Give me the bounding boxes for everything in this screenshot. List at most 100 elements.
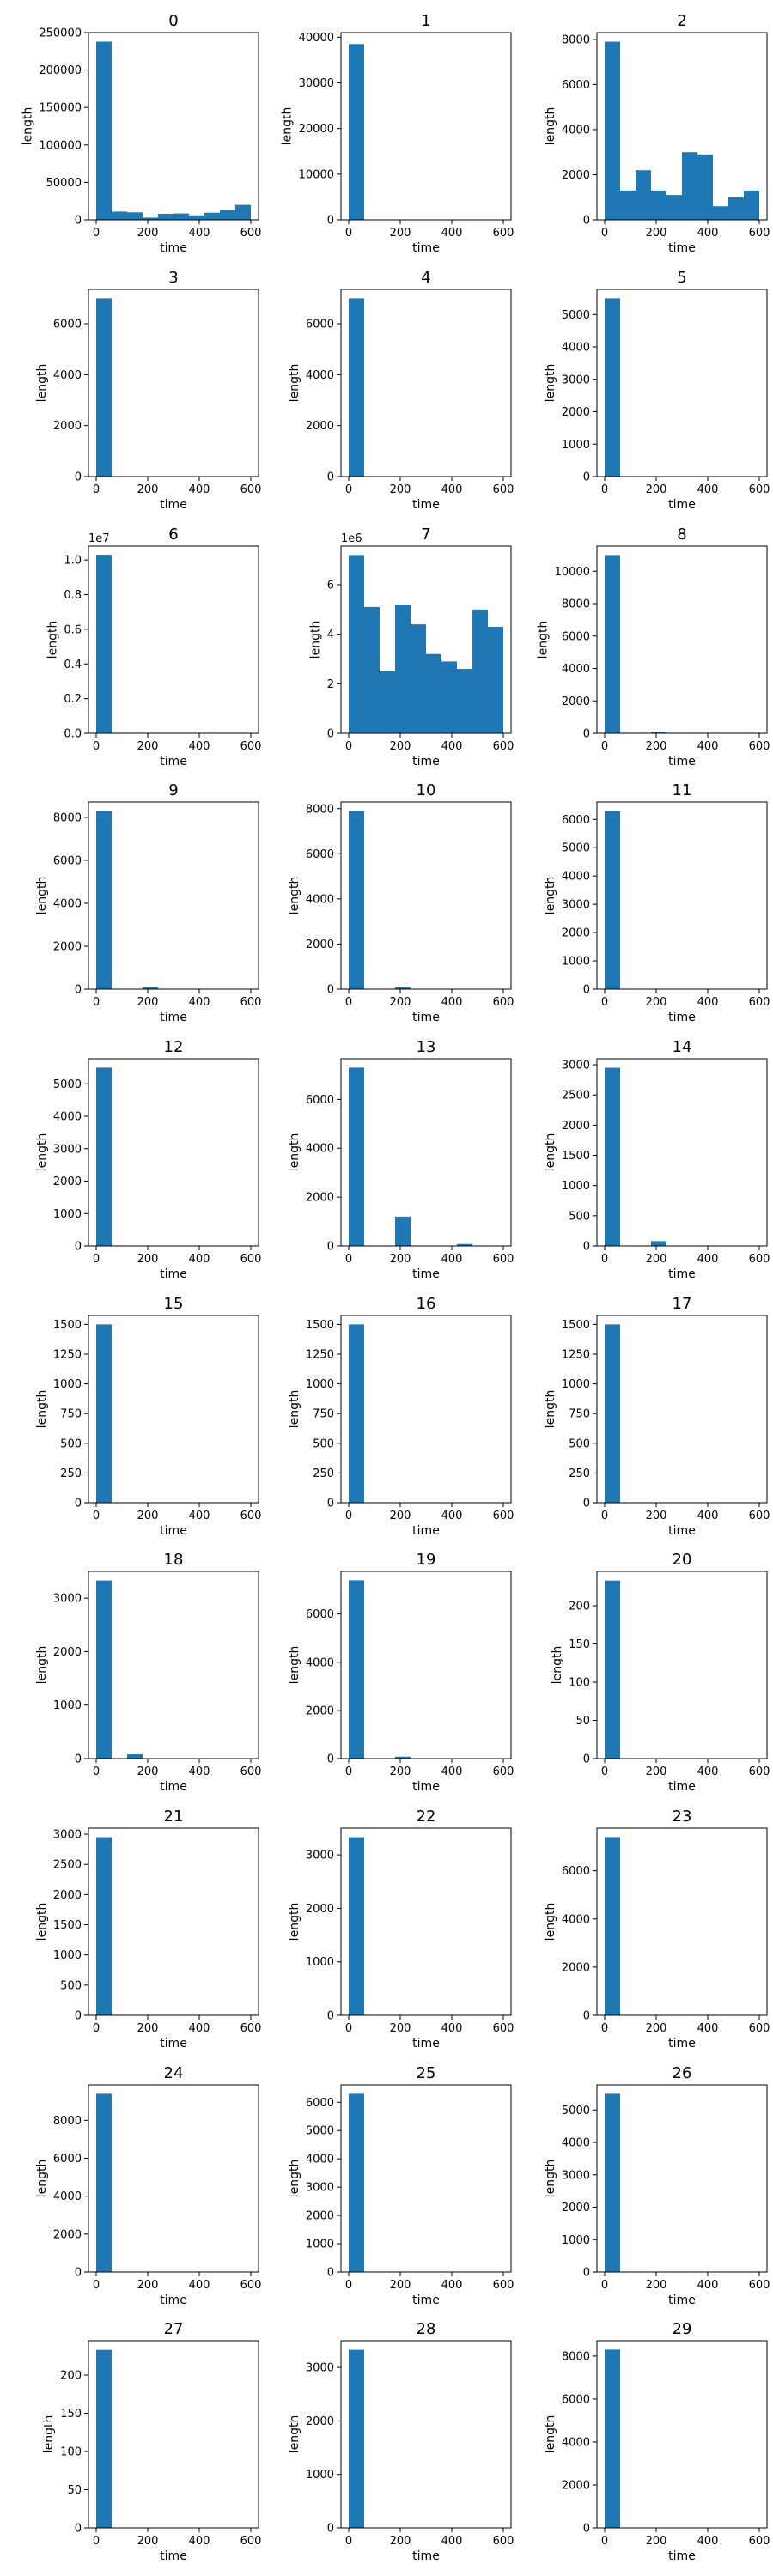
y-tick-label: 20000 xyxy=(299,123,334,136)
subplot-title: 11 xyxy=(673,781,692,799)
x-axis-label: time xyxy=(160,1524,187,1538)
y-axis-label: length xyxy=(544,877,557,915)
y-tick-label: 8000 xyxy=(53,811,82,824)
x-tick-label: 0 xyxy=(345,483,352,496)
y-tick-label: 150 xyxy=(569,1638,590,1651)
y-tick-label: 10000 xyxy=(555,566,590,579)
subplot: 0 200 400 600 0 250 500 750 1000 1250 1500 16 time le… xyxy=(288,1295,514,1538)
y-tick-label: 6000 xyxy=(53,2153,82,2166)
x-tick-label: 200 xyxy=(390,996,411,1009)
x-tick-label: 200 xyxy=(646,1765,667,1778)
x-tick-label: 0 xyxy=(345,2535,352,2548)
y-tick-label: 1500 xyxy=(53,1919,82,1932)
axes-frame xyxy=(340,2084,512,2273)
y-tick-label: 0 xyxy=(75,471,82,484)
histogram-bar xyxy=(651,1241,666,1246)
y-tick-label: 4000 xyxy=(306,369,334,382)
subplot-title: 2 xyxy=(677,12,686,30)
x-tick-label: 600 xyxy=(749,483,770,496)
histogram-bar xyxy=(395,987,411,989)
y-tick-label: 2000 xyxy=(562,2202,590,2215)
x-tick-label: 0 xyxy=(601,1510,608,1522)
subplot: 0 200 400 600 0.0 0.2 0.4 0.6 0.8 1.0 1e7 6 time leng… xyxy=(46,526,261,769)
x-tick-label: 600 xyxy=(493,740,514,753)
y-tick-label: 150 xyxy=(60,2408,82,2421)
x-tick-label: 0 xyxy=(345,2022,352,2035)
y-axis-label: length xyxy=(35,1133,49,1172)
histogram-bar xyxy=(472,609,488,733)
x-tick-label: 400 xyxy=(441,2279,463,2292)
x-axis-label: time xyxy=(160,2549,187,2563)
histogram-bar xyxy=(349,1067,364,1246)
x-tick-label: 600 xyxy=(493,227,514,240)
histogram-bar xyxy=(380,671,395,733)
y-tick-label: 1000 xyxy=(53,1949,82,1962)
y-tick-label: 3000 xyxy=(53,1829,82,1842)
y-tick-label: 50000 xyxy=(46,177,82,190)
y-tick-label: 1000 xyxy=(306,2469,334,2482)
y-tick-label: 6000 xyxy=(562,630,590,643)
x-tick-label: 400 xyxy=(697,1765,719,1778)
histogram-bar xyxy=(605,1837,620,2015)
y-tick-label: 3000 xyxy=(53,1593,82,1606)
y-axis-label: length xyxy=(544,1133,557,1172)
x-tick-label: 0 xyxy=(93,996,100,1009)
x-tick-label: 0 xyxy=(93,1765,100,1778)
x-tick-label: 200 xyxy=(137,2279,159,2292)
axes-frame xyxy=(340,801,512,990)
histogram-bar xyxy=(744,190,759,220)
x-tick-label: 600 xyxy=(493,996,514,1009)
histogram-bar xyxy=(411,624,426,733)
y-tick-label: 0 xyxy=(327,215,334,228)
y-tick-label: 0 xyxy=(75,1498,82,1510)
histogram-bar xyxy=(96,1580,112,1759)
y-tick-label: 100 xyxy=(569,1677,590,1690)
histogram-bar xyxy=(605,41,620,220)
y-tick-label: 1500 xyxy=(562,1150,590,1163)
x-tick-label: 400 xyxy=(697,740,719,753)
histogram-bar xyxy=(96,298,112,477)
x-tick-label: 600 xyxy=(240,227,262,240)
x-tick-label: 600 xyxy=(493,2535,514,2548)
subplot: 0 200 400 600 0 1000 2000 3000 22 time length xyxy=(288,1807,514,2050)
y-axis-label: length xyxy=(537,621,551,659)
y-axis-label: length xyxy=(288,2160,301,2198)
histogram-bar xyxy=(349,2349,364,2528)
y-tick-label: 0 xyxy=(583,728,590,741)
histogram-bar xyxy=(651,732,666,733)
y-tick-label: 6000 xyxy=(53,319,82,331)
x-tick-label: 200 xyxy=(137,996,159,1009)
subplot-title: 15 xyxy=(164,1295,184,1313)
subplot-title: 10 xyxy=(417,781,436,799)
histogram-bar xyxy=(651,190,666,220)
x-tick-label: 600 xyxy=(493,1765,514,1778)
x-tick-label: 200 xyxy=(646,2022,667,2035)
subplot-title: 13 xyxy=(417,1038,436,1056)
x-tick-label: 0 xyxy=(93,1510,100,1522)
x-tick-label: 400 xyxy=(697,2022,719,2035)
x-tick-label: 400 xyxy=(441,1510,463,1522)
x-tick-label: 0 xyxy=(601,483,608,496)
x-axis-label: time xyxy=(412,1524,440,1538)
y-axis-label: length xyxy=(35,2160,49,2198)
y-tick-label: 50 xyxy=(67,2484,82,2497)
x-tick-label: 600 xyxy=(749,996,770,1009)
axes-frame xyxy=(88,2084,259,2273)
y-tick-label: 4000 xyxy=(306,2154,334,2166)
x-tick-label: 400 xyxy=(189,483,210,496)
x-axis-label: time xyxy=(160,1267,187,1281)
y-axis-label: length xyxy=(288,1903,301,1941)
axes-frame xyxy=(596,2084,768,2273)
y-tick-label: 1250 xyxy=(306,1348,334,1361)
axes-frame xyxy=(88,801,259,990)
axes-frame xyxy=(88,2340,259,2529)
y-tick-label: 2000 xyxy=(53,420,82,433)
y-tick-label: 500 xyxy=(569,1437,590,1450)
subplot: 0 200 400 600 0 1000 2000 3000 4000 5000 5 time leng… xyxy=(544,269,770,512)
x-tick-label: 200 xyxy=(646,227,667,240)
y-tick-label: 50 xyxy=(575,1715,590,1728)
x-tick-label: 400 xyxy=(697,483,719,496)
